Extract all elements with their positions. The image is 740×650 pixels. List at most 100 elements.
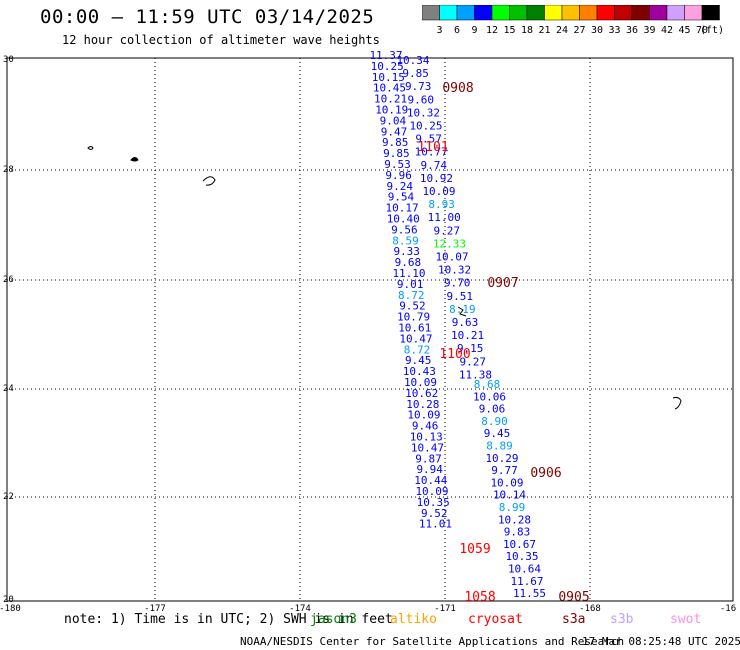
wave-height-value: 9.24 bbox=[387, 180, 414, 193]
longitude-tick-label: -174 bbox=[289, 604, 311, 614]
wave-height-value: 10.77 bbox=[415, 146, 448, 159]
wave-height-value: 9.85 bbox=[402, 67, 429, 80]
wave-height-value: 11.01 bbox=[419, 518, 452, 531]
wave-height-value: 10.25 bbox=[371, 60, 404, 73]
legend-cryosat: cryosat bbox=[468, 612, 523, 627]
wave-height-value: 10.32 bbox=[407, 106, 440, 119]
wave-height-value: 9.04 bbox=[380, 114, 407, 127]
colorbar-label: 30 bbox=[591, 25, 603, 36]
wave-height-value: 9.56 bbox=[391, 223, 418, 236]
latitude-tick-label: 24 bbox=[3, 384, 14, 394]
pass-time-label: 0905 bbox=[558, 590, 589, 605]
pass-time-label: 0908 bbox=[442, 81, 473, 96]
wave-height-value: 9.83 bbox=[504, 526, 531, 539]
wave-height-value: 10.09 bbox=[407, 409, 440, 422]
footer-note: note: 1) Time is in UTC; 2) SWH is in fe… bbox=[64, 612, 393, 627]
legend-s3a: s3a bbox=[562, 612, 586, 627]
wave-height-value: 10.21 bbox=[451, 329, 484, 342]
wave-height-value: 9.15 bbox=[457, 342, 484, 355]
wave-height-value: 10.79 bbox=[397, 311, 430, 324]
pass-time-label: 1101 bbox=[417, 140, 448, 155]
wave-height-value: 10.15 bbox=[372, 71, 405, 84]
wave-height-value: 10.47 bbox=[399, 332, 432, 345]
wave-height-value: 10.09 bbox=[422, 185, 455, 198]
wave-height-value: 9.53 bbox=[384, 158, 411, 171]
footer-note-text: note: 1) Time is in UTC; 2) SWH is in fe… bbox=[64, 612, 393, 627]
wave-height-value: 9.73 bbox=[405, 80, 432, 93]
wave-height-value: 9.51 bbox=[447, 290, 474, 303]
wave-height-value: 9.01 bbox=[397, 278, 424, 291]
wave-height-value: 9.45 bbox=[405, 354, 432, 367]
wave-height-value: 10.17 bbox=[386, 202, 419, 215]
colorbar-label: 42 bbox=[661, 25, 673, 36]
colorbar-label: 39 bbox=[643, 25, 655, 36]
colorbar-label: 21 bbox=[538, 25, 550, 36]
wave-height-value: 8.59 bbox=[392, 234, 419, 247]
wave-height-value: 9.45 bbox=[484, 427, 511, 440]
colorbar-label: 45 bbox=[678, 25, 690, 36]
wave-height-value: 9.68 bbox=[395, 256, 422, 269]
latitude-tick-label: 20 bbox=[3, 595, 14, 605]
wave-height-value: 10.09 bbox=[415, 485, 448, 498]
colorbar-label: 27 bbox=[573, 25, 585, 36]
wave-height-value: 9.87 bbox=[415, 452, 442, 465]
wave-height-value: 9.46 bbox=[412, 420, 439, 433]
wave-height-value: 8.19 bbox=[449, 303, 476, 316]
colorbar-label: 36 bbox=[626, 25, 638, 36]
wave-height-value: 9.94 bbox=[416, 463, 443, 476]
longitude-tick-label: -168 bbox=[579, 604, 601, 614]
wave-height-value: 8.93 bbox=[428, 198, 455, 211]
wave-height-value: 9.06 bbox=[479, 403, 506, 416]
wave-height-value: 10.09 bbox=[404, 376, 437, 389]
pass-time-label: 0906 bbox=[530, 466, 561, 481]
wave-height-value: 11.38 bbox=[459, 368, 492, 381]
wave-height-value: 9.85 bbox=[383, 147, 410, 160]
longitude-tick-label: -180 bbox=[0, 604, 21, 614]
wave-height-value: 10.09 bbox=[490, 476, 523, 489]
wave-height-value: 10.28 bbox=[406, 398, 439, 411]
colorbar-label: 9 bbox=[471, 25, 477, 36]
wave-height-value: 10.34 bbox=[396, 54, 429, 67]
island-outline bbox=[87, 146, 94, 150]
wave-height-value: 10.45 bbox=[373, 82, 406, 95]
colorbar-label: 33 bbox=[608, 25, 620, 36]
map-frame bbox=[6, 57, 734, 602]
wave-height-value: 10.47 bbox=[411, 441, 444, 454]
pass-time-label: 1059 bbox=[459, 542, 490, 557]
colorbar-label: 18 bbox=[521, 25, 533, 36]
wave-height-value: 11.37 bbox=[369, 49, 402, 62]
wave-height-value: 10.44 bbox=[414, 474, 447, 487]
wave-height-value: 10.29 bbox=[485, 452, 518, 465]
wave-height-value: 9.60 bbox=[408, 93, 435, 106]
wave-height-value: 9.63 bbox=[452, 316, 479, 329]
colorbar-label: 70 bbox=[696, 25, 708, 36]
wave-height-value: 9.27 bbox=[460, 355, 487, 368]
colorbar-label: 6 bbox=[454, 25, 460, 36]
wave-height-value: 11.55 bbox=[513, 587, 546, 600]
credit-line: NOAA/NESDIS Center for Satellite Applica… bbox=[240, 635, 625, 648]
wave-height-value: 9.33 bbox=[393, 245, 420, 258]
latitude-tick-label: 26 bbox=[3, 275, 14, 285]
wave-height-value: 8.90 bbox=[481, 415, 508, 428]
longitude-tick-label: -171 bbox=[434, 604, 456, 614]
wave-height-value: 9.52 bbox=[399, 300, 426, 313]
legend-altiko: altiko bbox=[390, 612, 437, 627]
page-subtitle: 12 hour collection of altimeter wave hei… bbox=[62, 33, 380, 47]
wave-height-value: 10.92 bbox=[420, 172, 453, 185]
wave-height-value: 9.52 bbox=[421, 507, 448, 520]
island-outline bbox=[202, 176, 216, 186]
wave-height-value: 11.10 bbox=[392, 267, 425, 280]
wave-height-value: 9.74 bbox=[421, 159, 448, 172]
latitude-tick-label: 22 bbox=[3, 492, 14, 502]
page-title: 00:00 – 11:59 UTC 03/14/2025 bbox=[40, 6, 375, 28]
wave-height-value: 10.40 bbox=[387, 213, 420, 226]
pass-time-label: 1058 bbox=[464, 590, 495, 605]
colorbar-label: 3 bbox=[436, 25, 442, 36]
wave-height-value: 9.57 bbox=[415, 133, 442, 146]
wave-height-value: 10.32 bbox=[438, 264, 471, 277]
wave-height-value: 9.54 bbox=[388, 191, 415, 204]
wave-height-value: 10.25 bbox=[409, 120, 442, 133]
colorbar-swatch bbox=[701, 5, 720, 21]
wave-height-value: 11.67 bbox=[510, 575, 543, 588]
